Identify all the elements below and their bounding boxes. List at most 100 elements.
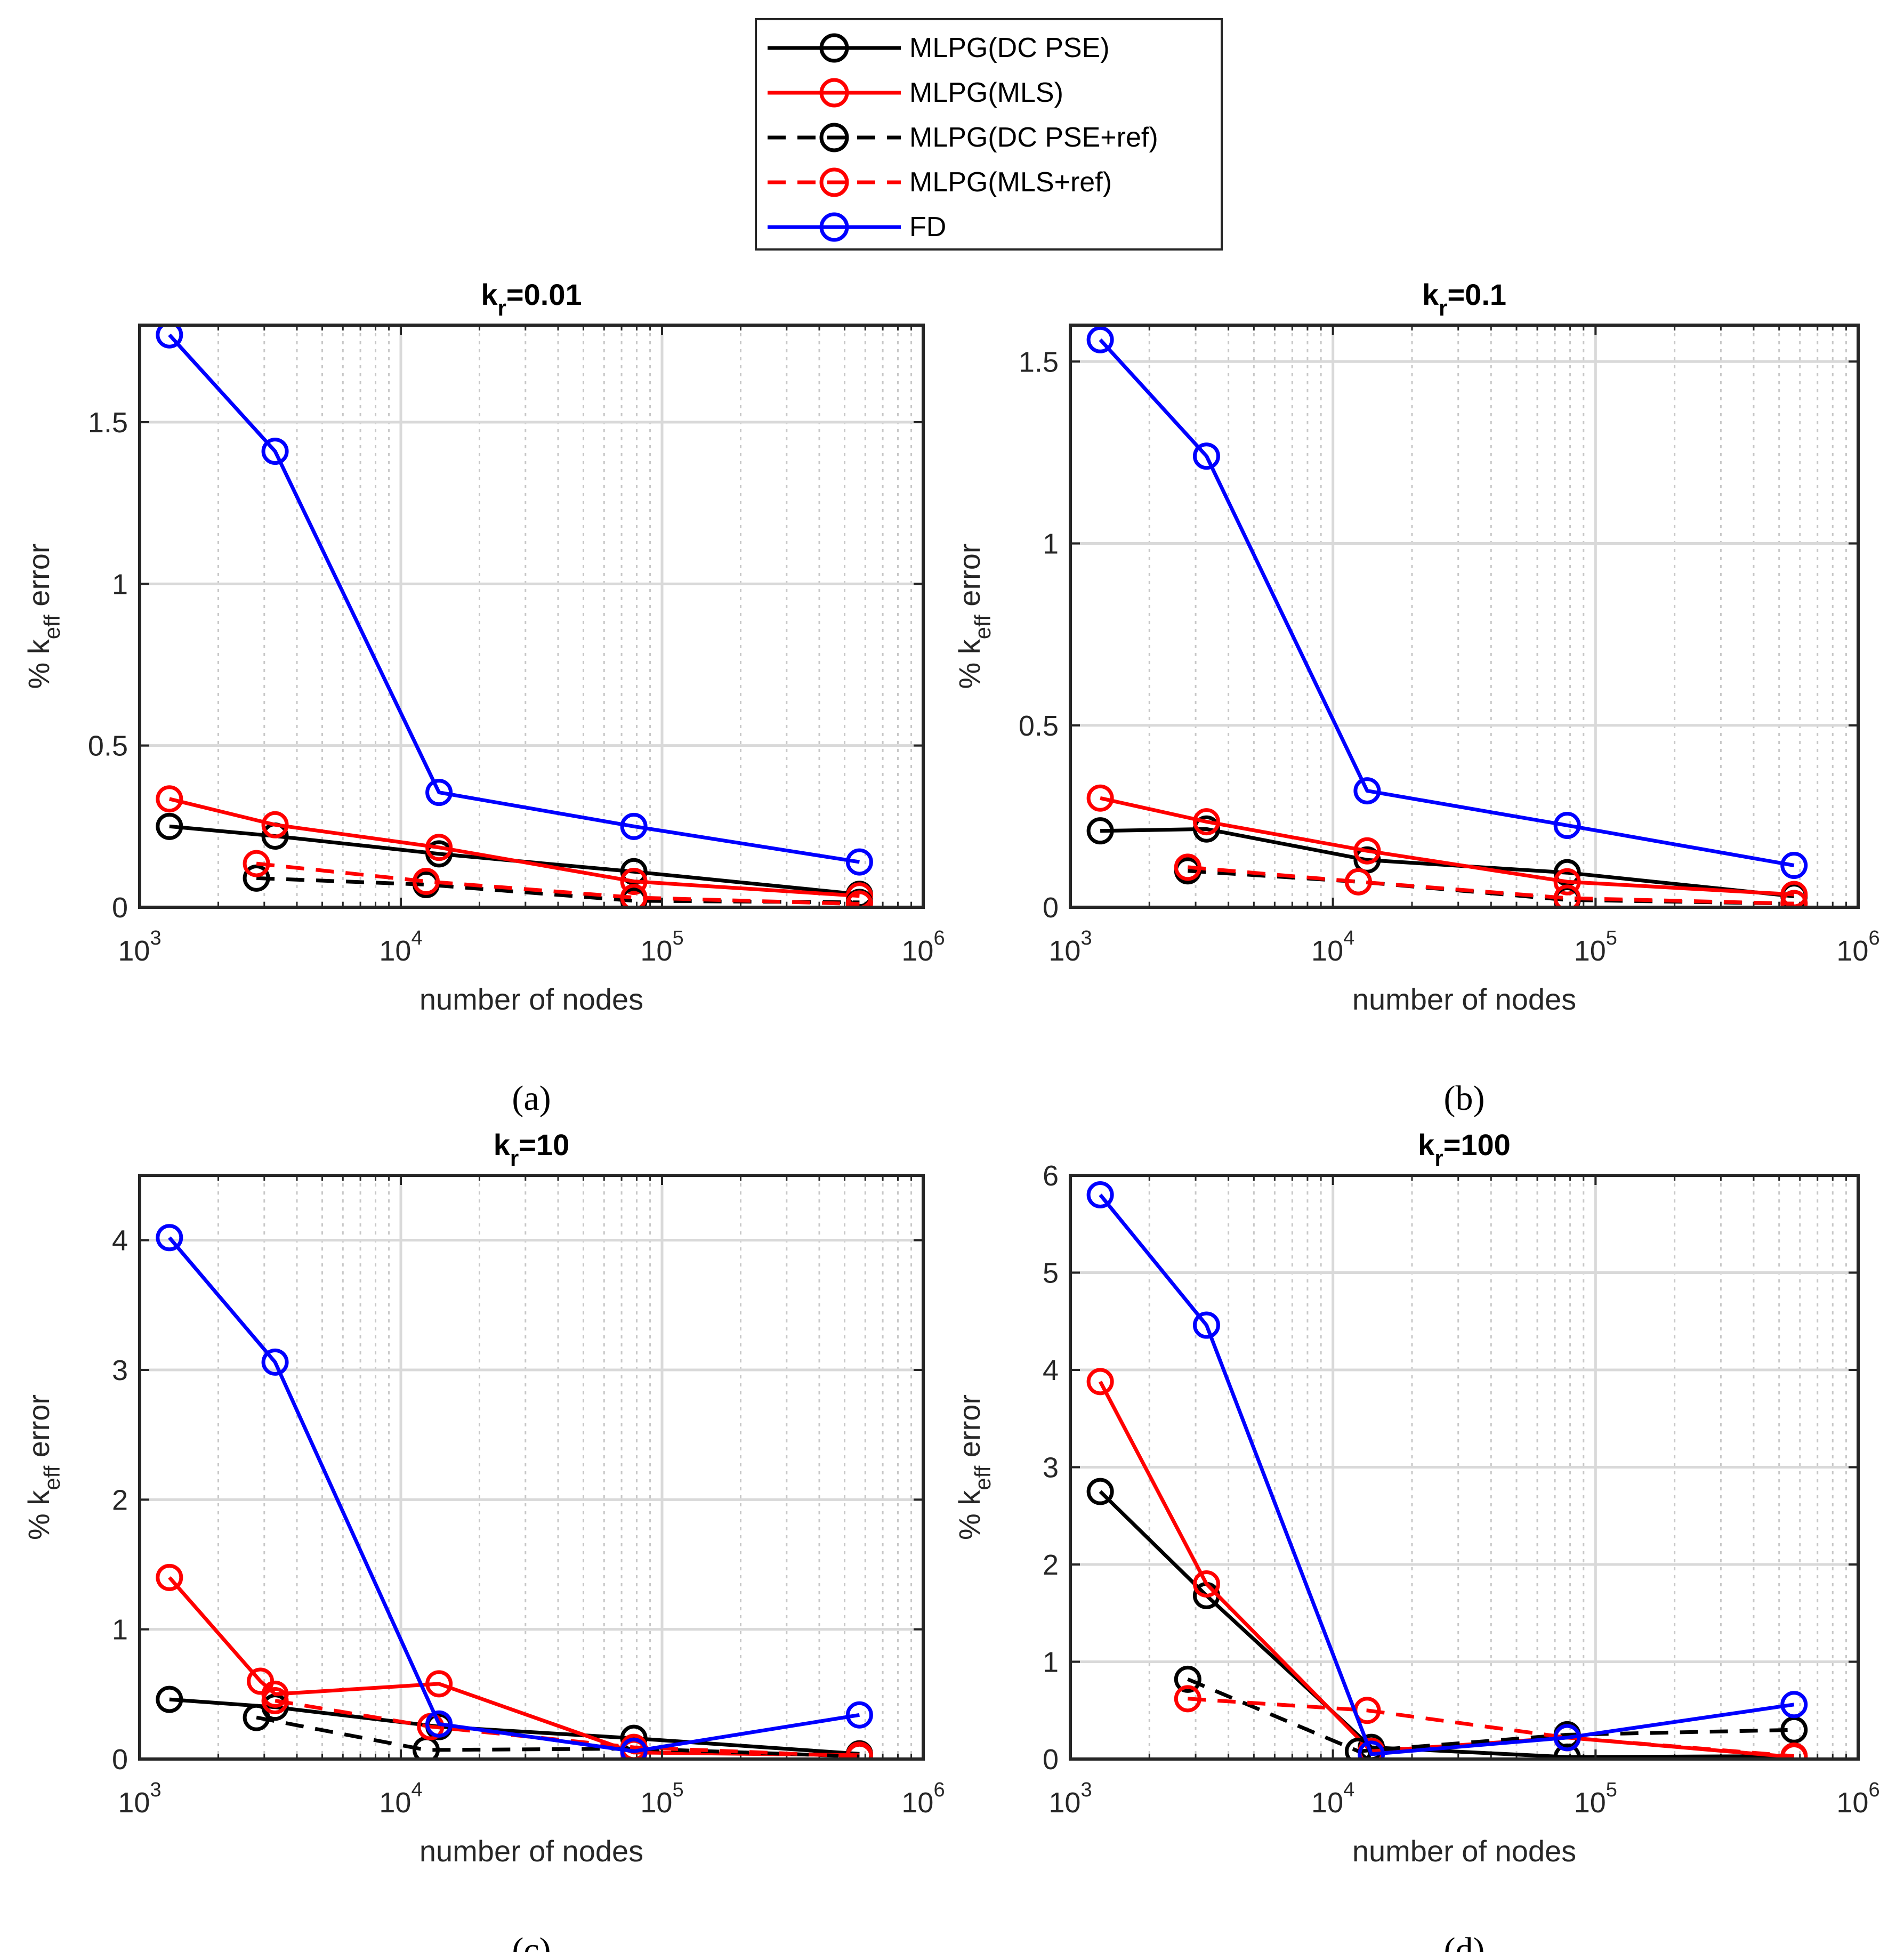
axes-frame <box>138 1174 925 1761</box>
series-line <box>169 824 860 897</box>
series-line <box>1099 338 1795 867</box>
plot-area <box>140 1175 923 1759</box>
data-point <box>845 848 873 876</box>
legend-label: MLPG(MLS+ref) <box>909 167 1112 198</box>
data-point <box>1780 890 1808 907</box>
series-line <box>168 1576 860 1757</box>
series-line <box>1187 1677 1794 1753</box>
series-line <box>1100 827 1795 898</box>
x-tick-label: 106 <box>901 1779 945 1819</box>
y-axis-label: % keff error <box>22 543 64 689</box>
x-tick-label: 105 <box>640 1779 683 1819</box>
data-point <box>156 1685 183 1713</box>
x-tick-base: 10 <box>640 935 672 967</box>
series-line <box>1099 1193 1795 1756</box>
series-line <box>256 861 860 906</box>
x-tick-label: 105 <box>1574 1779 1617 1819</box>
x-tick-label: 105 <box>1574 927 1617 967</box>
chart-title-main: k <box>1418 1128 1435 1161</box>
x-tick-exponent: 5 <box>672 927 683 949</box>
data-point <box>243 1704 270 1731</box>
data-point <box>243 850 270 877</box>
data-point <box>1192 1311 1220 1339</box>
x-tick-base: 10 <box>1048 1787 1080 1819</box>
y-axis-label-sub: eff <box>970 1465 995 1490</box>
data-point <box>1192 808 1220 836</box>
series-line <box>168 797 860 898</box>
x-axis-label: number of nodes <box>419 982 643 1016</box>
y-tick-label: 2 <box>1043 1549 1059 1581</box>
chart-title: kr=0.1 <box>1422 278 1506 320</box>
data-point <box>156 1224 183 1252</box>
x-tick-exponent: 6 <box>933 927 945 949</box>
y-tick-label: 0 <box>1043 1744 1059 1776</box>
data-point <box>1553 884 1581 907</box>
data-point <box>845 890 873 907</box>
y-axis-label-sub: eff <box>39 615 64 639</box>
axes-frame <box>1069 324 1860 909</box>
x-tick-base: 10 <box>118 1787 150 1819</box>
data-point <box>1086 1181 1114 1208</box>
y-axis-label-main: % k <box>22 1490 55 1540</box>
y-tick-label: 0.5 <box>88 730 128 762</box>
x-tick-label: 105 <box>640 927 683 967</box>
x-tick-label: 103 <box>118 1779 161 1819</box>
y-axis-label: % keff error <box>22 1394 64 1540</box>
x-tick-exponent: 6 <box>933 1779 945 1801</box>
data-point <box>1353 777 1381 805</box>
chart-title-sub: r <box>498 295 506 320</box>
y-tick-label: 0 <box>1043 892 1059 924</box>
x-tick-exponent: 6 <box>1868 1779 1879 1801</box>
y-tick-label: 5 <box>1043 1257 1059 1289</box>
ticks <box>139 1175 924 1760</box>
x-tick-exponent: 4 <box>1343 927 1354 949</box>
legend: MLPG(DC PSE) MLPG(MLS) MLPG(DC PSE+ref) MLP… <box>755 18 1223 251</box>
y-tick-label: 1 <box>112 568 128 600</box>
x-tick-base: 10 <box>1048 935 1080 967</box>
series-line <box>1100 796 1794 897</box>
y-axis-label: % keff error <box>953 1394 995 1540</box>
x-tick-label: 106 <box>1836 1779 1879 1819</box>
chart-title: kr=0.01 <box>481 278 582 320</box>
data-point <box>156 812 183 840</box>
legend-entry-mlpg-mls-ref: MLPG(MLS+ref) <box>768 167 1112 198</box>
x-tick-exponent: 4 <box>411 1779 422 1801</box>
x-tick-exponent: 6 <box>1868 927 1879 949</box>
grid <box>1069 325 1860 909</box>
y-tick-label: 6 <box>1043 1160 1059 1192</box>
chart-title-main: k <box>481 278 498 311</box>
data-point <box>1174 1665 1201 1693</box>
legend-marker <box>819 33 849 63</box>
x-tick-base: 10 <box>901 935 933 967</box>
chart-title-rest: =100 <box>1443 1128 1511 1161</box>
x-tick-label: 104 <box>379 927 422 967</box>
series-line <box>1188 865 1794 906</box>
chart-title-rest: =10 <box>519 1128 569 1161</box>
legend-entry-mlpg-dc-pse: MLPG(DC PSE) <box>768 33 1110 63</box>
data-point <box>1086 326 1114 353</box>
x-tick-base: 10 <box>901 1787 933 1819</box>
x-tick-label: 103 <box>1048 927 1092 967</box>
data-point <box>845 1743 873 1759</box>
data-point <box>156 785 183 813</box>
x-tick-exponent: 3 <box>1080 1779 1092 1801</box>
x-axis-label: number of nodes <box>419 1834 643 1868</box>
y-axis-label-main: % k <box>953 639 986 689</box>
x-tick-label: 104 <box>1311 927 1354 967</box>
y-tick-label: 0 <box>112 892 128 924</box>
data-point <box>412 867 440 895</box>
x-tick-base: 10 <box>1574 935 1606 967</box>
series-group <box>156 325 873 907</box>
y-tick-label: 2 <box>112 1484 128 1516</box>
data-point <box>620 812 648 840</box>
panel-caption: (d) <box>1444 1931 1485 1952</box>
legend-entry-mlpg-dc-pse-ref: MLPG(DC PSE+ref) <box>768 122 1158 153</box>
x-tick-label: 104 <box>1311 1779 1354 1819</box>
legend-label: MLPG(DC PSE) <box>909 33 1110 63</box>
x-tick-exponent: 3 <box>150 1779 161 1801</box>
data-point <box>1086 1478 1114 1505</box>
ticks <box>1069 325 1859 908</box>
panel-caption: (a) <box>512 1079 551 1118</box>
